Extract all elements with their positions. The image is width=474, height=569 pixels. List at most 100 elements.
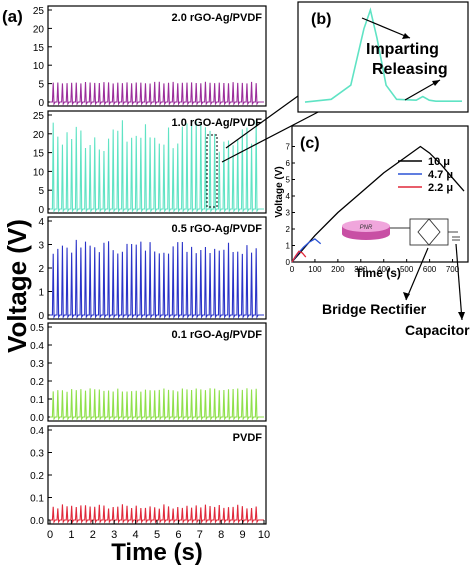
panel-c-frame	[291, 125, 469, 263]
c-x-tick-label: 600	[423, 265, 437, 274]
y-tick-label: 25	[33, 111, 45, 122]
c-y-tick-label: 7	[286, 143, 291, 152]
y-tick-label: 10	[33, 61, 45, 72]
subplot-1-0: 0 5 10 15 20 25 1.0 rGO-Ag/PVDF	[33, 110, 267, 216]
subplot-frame	[47, 322, 267, 422]
c-x-tick-label: 500	[400, 265, 414, 274]
y-tick-label: 0.1	[30, 494, 44, 505]
y-tick-label: 0.3	[30, 359, 44, 370]
x-tick-label: 9	[240, 529, 246, 541]
panel-c: (c) 0 100 200 300 400 500 600 700 0 1 2 3 4 5 6 7 10 μ4…	[274, 125, 470, 338]
c-y-tick-label: 4	[286, 192, 291, 201]
c-y-tick-label: 0	[286, 258, 291, 267]
y-tick-label: 0.4	[30, 426, 44, 437]
panel-c-legend: 10 μ4.7 μ2.2 μ	[398, 156, 453, 194]
x-tick-label: 6	[175, 529, 181, 541]
panel-c-xlabel: Time (s)	[355, 266, 401, 280]
pnr-label: PNR	[360, 225, 373, 231]
c-y-tick-label: 1	[286, 242, 291, 251]
arrow-bridge-head	[403, 292, 410, 300]
subplot-pvdf: 0.0 0.1 0.2 0.3 0.4 PVDF	[30, 425, 267, 527]
legend-label-4-7: 4.7 μ	[428, 169, 453, 181]
c-x-tick-label: 700	[446, 265, 460, 274]
annotation-releasing: Releasing	[372, 61, 448, 78]
c-y-tick-label: 6	[286, 159, 291, 168]
arrow-releasing-head	[432, 80, 440, 86]
callout-line-bottom	[221, 109, 323, 163]
subplot-title: 0.1 rGO-Ag/PVDF	[172, 329, 263, 341]
subplot-signal-2-0	[50, 81, 264, 106]
y-tick-label: 0	[38, 311, 44, 322]
subplot-title: 0.5 rGO-Ag/PVDF	[172, 223, 263, 235]
x-tick-label: 7	[197, 529, 203, 541]
y-tick-label: 10	[33, 167, 45, 178]
x-tick-label: 5	[154, 529, 160, 541]
c-x-tick-label: 100	[308, 265, 322, 274]
annotation-capacitor: Capacitor	[405, 322, 470, 338]
y-tick-label: 3	[38, 241, 44, 252]
legend-label-2-2: 2.2 μ	[428, 182, 453, 194]
c-x-tick-label: 0	[290, 265, 295, 274]
x-tick-label: 1	[68, 529, 74, 541]
subplot-signal-1-0	[50, 119, 264, 213]
y-tick-label: 0.2	[30, 471, 44, 482]
x-tick-label: 2	[90, 529, 96, 541]
x-tick-label: 10	[258, 529, 270, 541]
x-tick-label: 3	[111, 529, 117, 541]
c-series-10	[291, 145, 465, 263]
y-tick-label: 20	[33, 24, 45, 35]
arrow-capacitor-head	[458, 312, 465, 320]
x-tick-label: 0	[47, 529, 53, 541]
panel-c-ylabel: Voltage (V)	[274, 166, 285, 217]
y-tick-label: 0	[38, 205, 44, 216]
pnr-disc-top	[342, 220, 390, 232]
subplot-2-0: 0 5 10 15 20 25 2.0 rGO-Ag/PVDF	[33, 5, 267, 109]
subplot-frame	[47, 5, 267, 107]
panel-label-b: (b)	[311, 11, 331, 28]
legend-label-10: 10 μ	[428, 156, 450, 168]
subplot-signal-pvdf	[50, 504, 264, 524]
y-tick-label: 20	[33, 130, 45, 141]
panel-c-series	[291, 145, 465, 263]
panel-c-axes: 0 100 200 300 400 500 600 700 0 1 2 3 4 5 6 7	[286, 143, 460, 275]
panel-label-a: (a)	[2, 7, 23, 26]
y-tick-label: 5	[38, 186, 44, 197]
pulse-highlight-box	[206, 134, 218, 208]
y-tick-label: 0.3	[30, 449, 44, 460]
c-x-tick-label: 200	[331, 265, 345, 274]
x-tick-label: 8	[218, 529, 224, 541]
subplot-signal-0-5	[50, 239, 264, 319]
panel-b-frame	[297, 1, 469, 113]
arrow-capacitor	[455, 243, 463, 321]
arrow-imparting-head	[402, 33, 410, 39]
callout-line-top	[225, 95, 299, 149]
arrow-imparting	[361, 17, 411, 39]
subplot-signal-0-1	[50, 388, 264, 421]
y-tick-label: 25	[33, 6, 45, 17]
y-tick-label: 0.2	[30, 377, 44, 388]
y-tick-label: 5	[38, 80, 44, 91]
arrow-bridge	[405, 247, 429, 301]
panel-b: (b) Imparting Releasing	[297, 1, 469, 113]
c-y-tick-label: 2	[286, 225, 291, 234]
bridge-rectifier-icon	[390, 218, 460, 246]
y-tick-label: 0	[38, 98, 44, 109]
y-tick-label: 0.0	[30, 413, 44, 424]
y-axis-label-a: Voltage (V)	[2, 219, 32, 353]
subplot-title: 2.0 rGO-Ag/PVDF	[172, 12, 263, 24]
x-tick-labels-a: 0 1 2 3 4 5 6 7 8 9 10	[47, 520, 270, 541]
c-y-tick-label: 3	[286, 209, 291, 218]
y-tick-label: 0.0	[30, 516, 44, 527]
annotation-imparting: Imparting	[366, 41, 439, 58]
x-axis-label-a: Time (s)	[111, 539, 203, 566]
c-series-2-2	[291, 250, 307, 263]
subplot-frame	[47, 425, 267, 525]
y-tick-label: 0.4	[30, 341, 44, 352]
x-tick-label: 4	[133, 529, 139, 541]
subplot-0-5: 0 1 2 3 4 0.5 rGO-Ag/PVDF	[38, 216, 267, 322]
y-tick-label: 15	[33, 149, 45, 160]
c-x-tick-label: 300	[354, 265, 368, 274]
panel-label-c: (c)	[300, 135, 320, 152]
